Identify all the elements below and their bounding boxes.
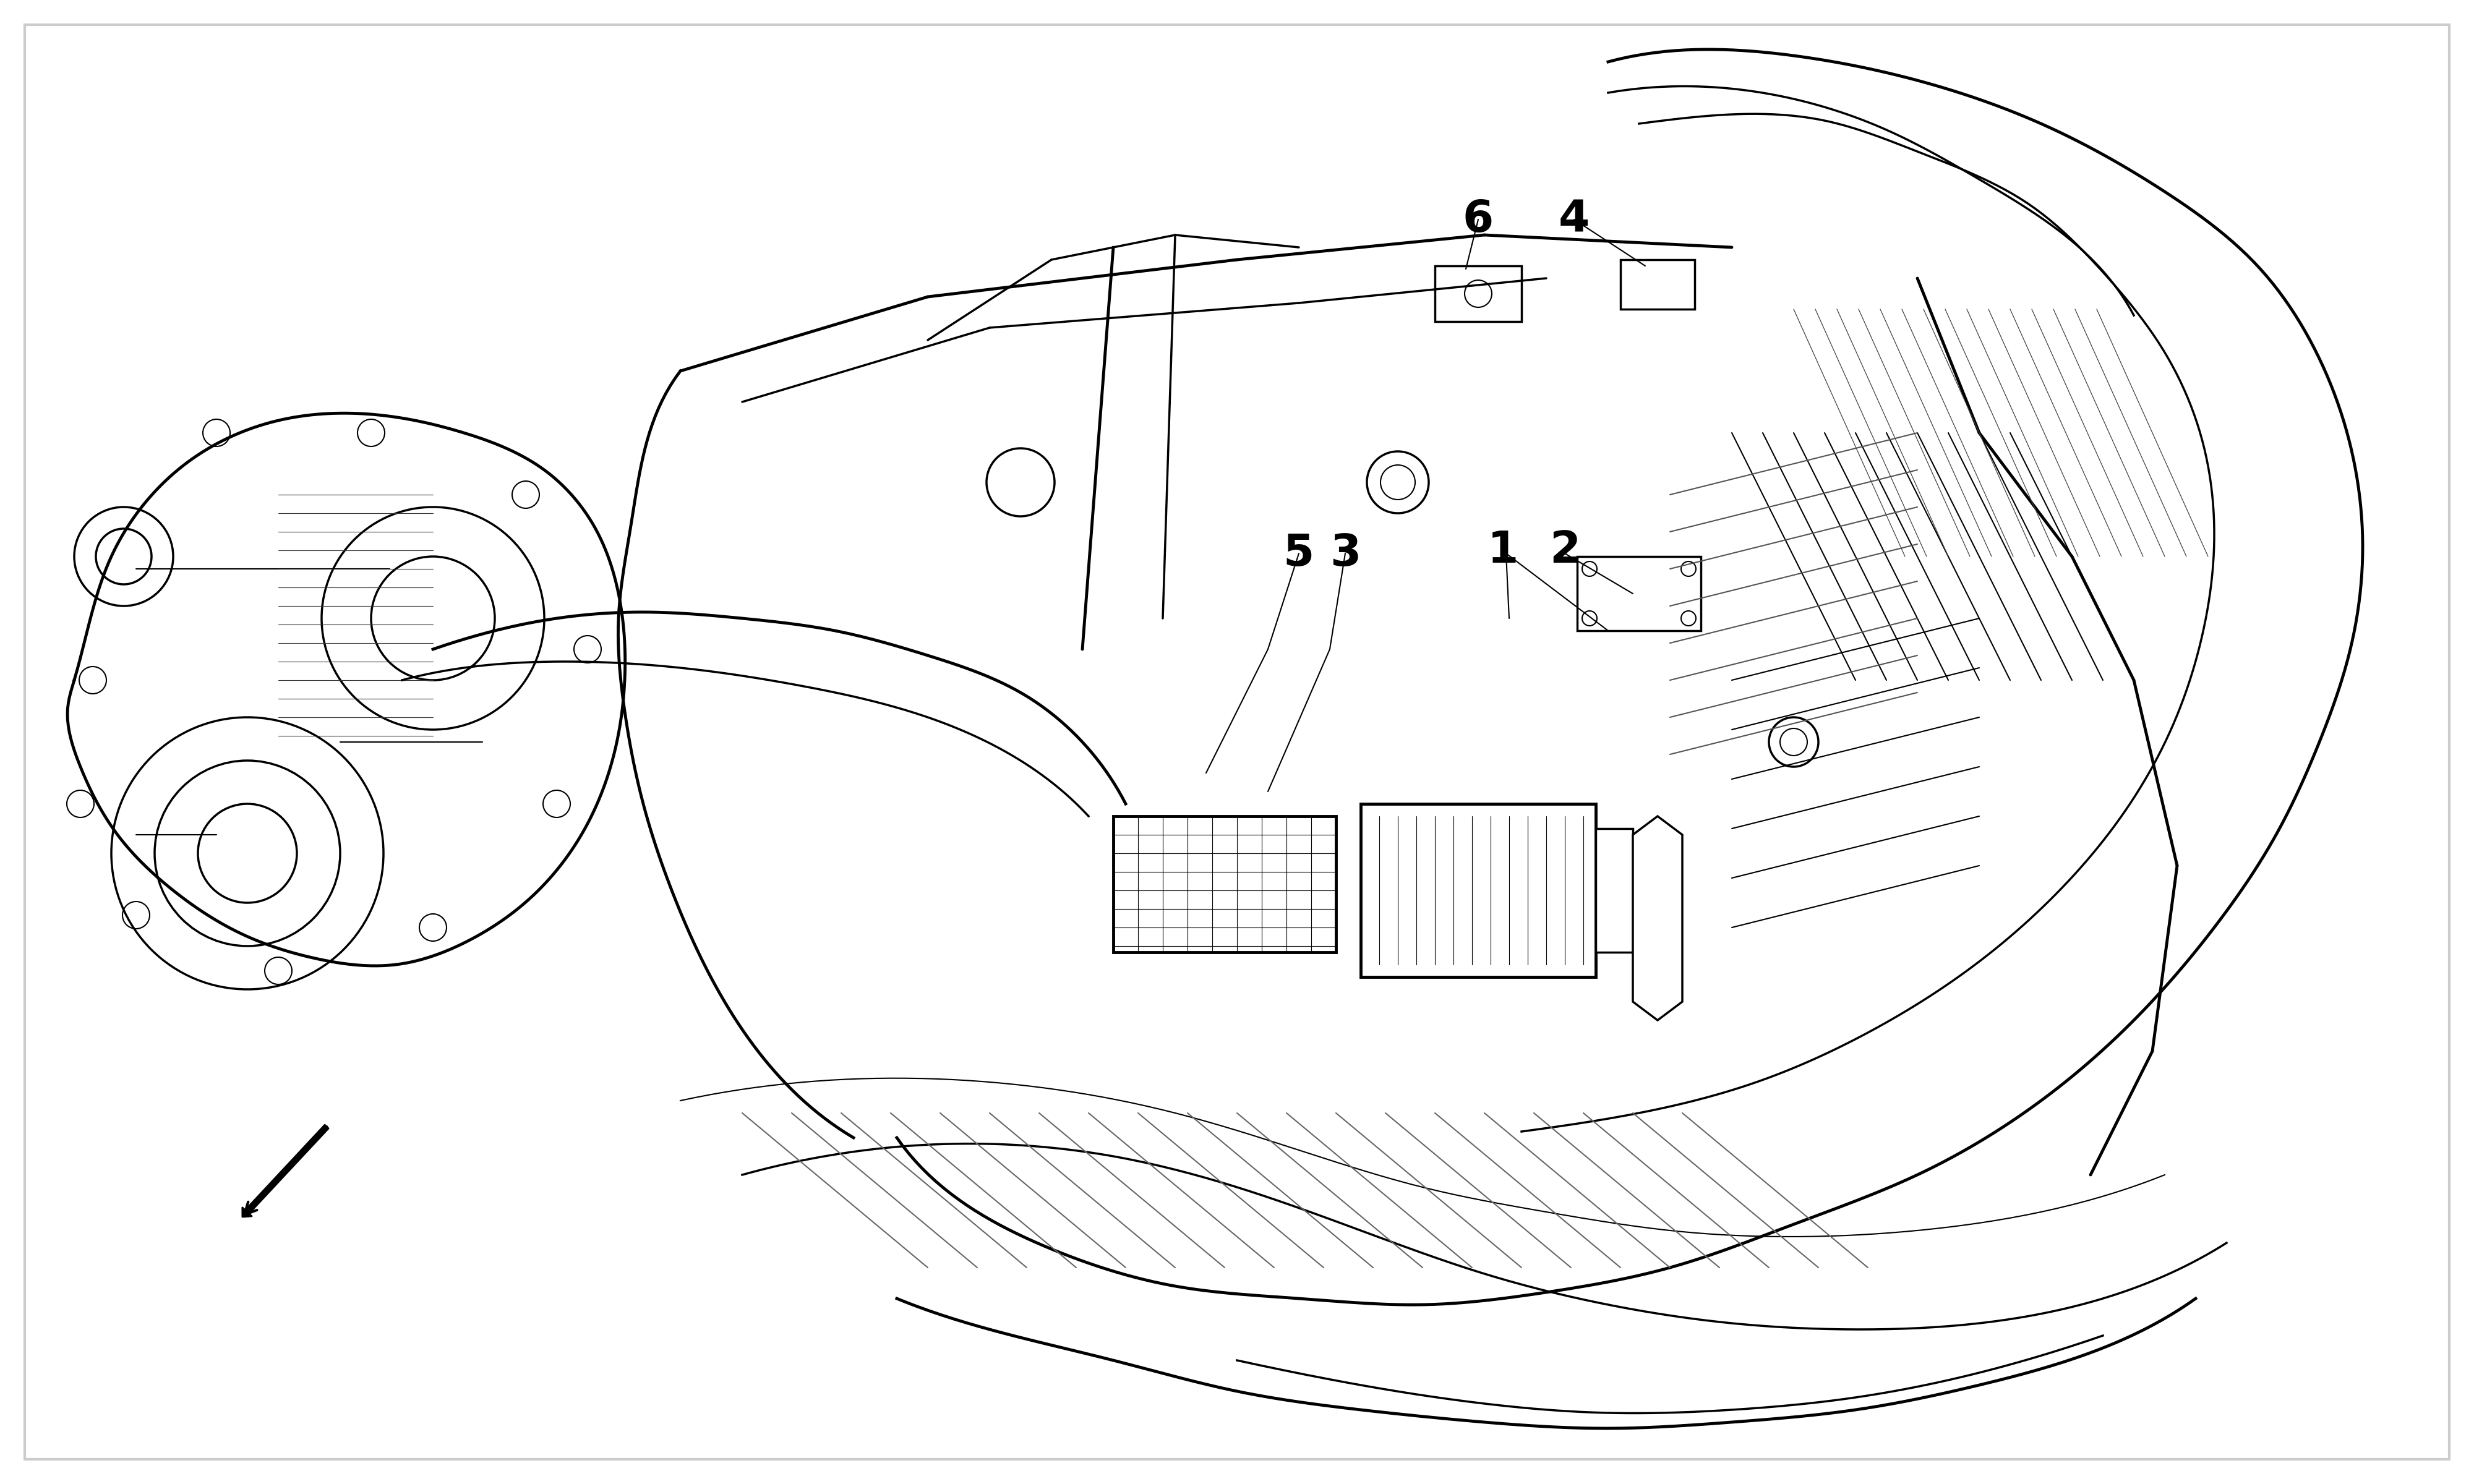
- Text: 6: 6: [1462, 199, 1494, 240]
- Bar: [1596, 828, 1633, 953]
- Polygon shape: [1633, 816, 1682, 1021]
- Text: 4: 4: [1559, 199, 1591, 240]
- Text: 3: 3: [1329, 533, 1361, 574]
- Bar: [1578, 556, 1702, 631]
- Bar: [1361, 804, 1596, 976]
- Text: 1: 1: [1487, 528, 1519, 571]
- Text: 2: 2: [1549, 528, 1581, 571]
- Text: 5: 5: [1284, 533, 1314, 574]
- Bar: [1620, 260, 1695, 309]
- Bar: [1435, 266, 1522, 322]
- Bar: [1113, 816, 1336, 953]
